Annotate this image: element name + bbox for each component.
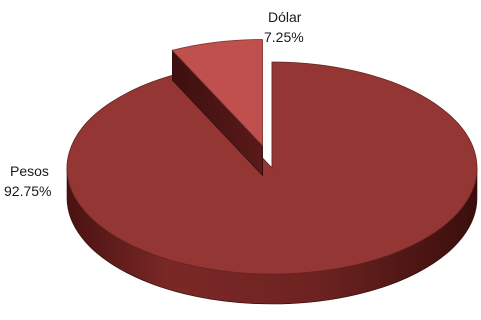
slice-label-dolar-name: Dólar bbox=[268, 9, 302, 25]
slice-pesos bbox=[66, 61, 478, 305]
slice-dolar-top bbox=[171, 39, 263, 147]
slice-label-pesos-value: 92.75% bbox=[4, 183, 51, 199]
slice-dolar bbox=[171, 39, 263, 177]
slice-label-dolar-value: 7.25% bbox=[264, 29, 304, 45]
slice-label-pesos-name: Pesos bbox=[10, 163, 49, 179]
slice-pesos-top bbox=[66, 61, 478, 275]
